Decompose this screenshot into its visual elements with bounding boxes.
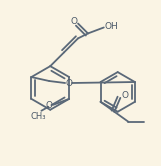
Text: O: O xyxy=(46,101,53,110)
Text: O: O xyxy=(66,79,73,87)
Text: O: O xyxy=(122,91,129,100)
Text: O: O xyxy=(71,17,78,26)
Text: CH₃: CH₃ xyxy=(31,112,46,121)
Text: OH: OH xyxy=(105,22,119,31)
